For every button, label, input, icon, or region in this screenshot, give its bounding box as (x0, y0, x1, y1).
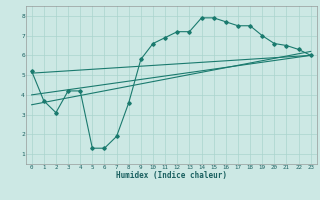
X-axis label: Humidex (Indice chaleur): Humidex (Indice chaleur) (116, 171, 227, 180)
